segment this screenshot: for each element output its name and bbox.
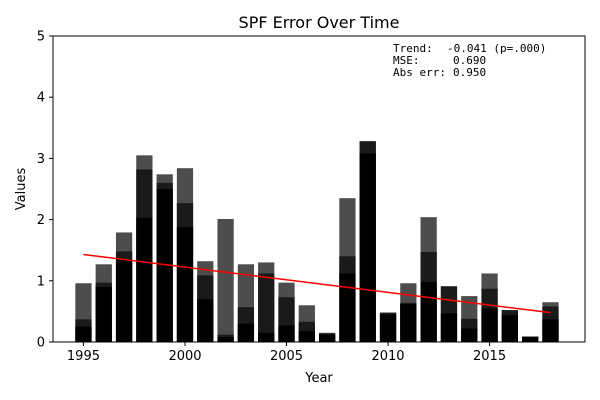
x-tick-label-2000: 2000 <box>168 349 201 364</box>
bar-2004-layer-1 <box>258 273 275 342</box>
bar-1995-layer-0 <box>75 326 92 342</box>
bars-group <box>75 141 559 342</box>
stats-mse-value: 0.690 <box>453 54 486 67</box>
y-tick-label-2: 2 <box>37 213 45 228</box>
y-axis-ticks: 0 1 2 3 4 5 <box>37 30 53 351</box>
bar-2018-layer-0 <box>542 319 559 342</box>
chart-title: SPF Error Over Time <box>239 13 400 32</box>
stats-mse-label: MSE: <box>393 54 420 67</box>
bar-2014-layer-0 <box>461 328 478 342</box>
bar-1999-layer-0 <box>156 189 173 342</box>
stats-annotation: Trend: -0.041 (p=.000) MSE: 0.690 Abs er… <box>393 42 546 79</box>
bar-2011-layer-0 <box>400 304 417 342</box>
bar-2009-layer-0 <box>359 153 376 342</box>
bar-1998-layer-0 <box>136 217 153 342</box>
bar-2017-layer-0 <box>522 337 539 342</box>
bar-2005-layer-0 <box>278 325 295 342</box>
bar-2008-layer-0 <box>339 273 356 342</box>
bar-2001-layer-0 <box>197 299 214 342</box>
bar-1996-layer-0 <box>95 286 112 342</box>
stats-abs-err-label: Abs err: <box>393 66 446 79</box>
bar-2003-layer-0 <box>237 323 255 342</box>
stats-abs-err-value: 0.950 <box>453 66 486 79</box>
y-tick-label-4: 4 <box>37 91 45 106</box>
bar-2013-layer-0 <box>440 313 458 342</box>
bar-2016-layer-0 <box>501 315 518 342</box>
bar-2006-layer-0 <box>298 330 315 342</box>
stats-trend-label: Trend: <box>393 42 433 55</box>
bar-2015-layer-0 <box>481 308 498 342</box>
bar-2012-layer-0 <box>420 282 437 342</box>
bar-2004-layer-0 <box>258 332 275 342</box>
x-tick-label-1995: 1995 <box>67 349 100 364</box>
bar-2007-layer-0 <box>319 334 336 342</box>
bar-2010-layer-0 <box>379 314 397 342</box>
bar-1997-layer-0 <box>115 259 133 342</box>
bar-2002-layer-2 <box>217 218 234 342</box>
bar-2000-layer-0 <box>176 226 194 342</box>
x-tick-label-2015: 2015 <box>473 349 506 364</box>
y-tick-label-3: 3 <box>37 152 45 167</box>
bar-2002-layer-0 <box>217 337 234 342</box>
plot-frame <box>52 35 586 343</box>
x-tick-label-2010: 2010 <box>371 349 404 364</box>
x-axis-label: Year <box>304 371 333 386</box>
stats-trend-value: -0.041 (p=.000) <box>447 42 546 55</box>
y-axis-label: Values <box>14 168 29 211</box>
y-tick-label-0: 0 <box>37 336 45 351</box>
y-tick-label-1: 1 <box>37 274 45 289</box>
x-tick-label-2005: 2005 <box>270 349 303 364</box>
trend-line <box>83 253 551 314</box>
y-tick-label-5: 5 <box>37 30 45 45</box>
x-axis-ticks: 1995 2000 2005 2010 2015 <box>67 342 506 364</box>
